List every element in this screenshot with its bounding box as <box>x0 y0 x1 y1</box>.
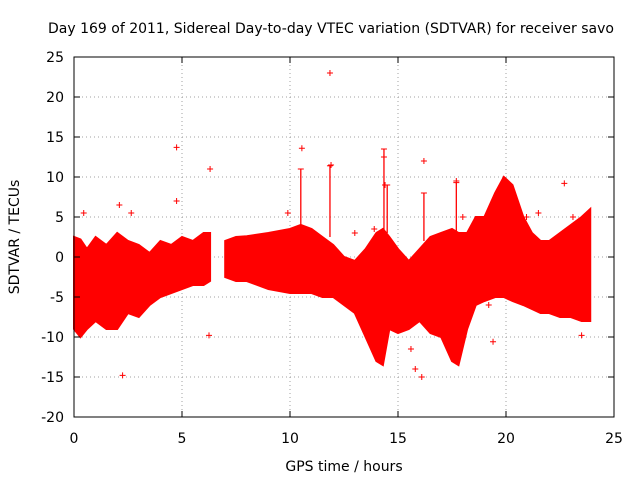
outlier-point <box>173 144 180 151</box>
outlier-point <box>119 372 126 379</box>
data-band-segment <box>73 231 212 339</box>
outlier-point <box>351 230 358 236</box>
y-tick-label: 0 <box>55 250 64 266</box>
outlier-point <box>412 366 419 372</box>
outlier-point <box>490 338 497 345</box>
x-tick-label: 15 <box>389 431 407 447</box>
outlier-point <box>453 178 460 184</box>
x-tick-label: 10 <box>281 431 299 447</box>
outlier-point <box>407 346 414 352</box>
x-axis-label: GPS time / hours <box>285 459 402 475</box>
y-axis-label: SDTVAR / TECUs <box>7 180 23 295</box>
outlier-points <box>80 70 585 380</box>
outlier-point <box>380 154 387 160</box>
x-axis: 0 5 10 15 20 25 <box>70 57 623 447</box>
x-tick-label: 0 <box>70 431 79 447</box>
outlier-point <box>284 210 291 216</box>
outlier-point <box>206 332 212 339</box>
outlier-point <box>80 210 87 216</box>
y-tick-label: 5 <box>55 210 64 226</box>
outlier-point <box>485 302 492 308</box>
y-tick-label: -10 <box>41 330 64 346</box>
outlier-point <box>298 145 305 152</box>
y-tick-label: 15 <box>46 130 64 146</box>
outlier-point <box>459 214 466 220</box>
chart-title: Day 169 of 2011, Sidereal Day-to-day VTE… <box>48 21 614 37</box>
outlier-point <box>173 198 180 204</box>
x-tick-label: 20 <box>497 431 515 447</box>
outlier-point <box>326 70 333 76</box>
outlier-point <box>382 182 389 188</box>
outlier-point <box>128 210 135 216</box>
plot-frame <box>73 56 615 418</box>
y-tick-label: 25 <box>46 50 64 66</box>
outlier-point <box>418 374 425 380</box>
y-tick-label: -5 <box>50 290 64 306</box>
outlier-point <box>116 202 123 208</box>
outlier-point <box>578 332 585 339</box>
outlier-point <box>561 180 568 187</box>
outlier-point <box>523 214 530 220</box>
data-band-segment <box>224 175 592 367</box>
outlier-point <box>420 158 427 164</box>
y-axis: -20 -15 -10 -5 0 5 10 15 20 25 <box>41 50 614 426</box>
x-tick-label: 5 <box>178 431 187 447</box>
outlier-point <box>535 210 542 216</box>
y-tick-label: 10 <box>46 170 64 186</box>
y-tick-label: -20 <box>41 410 64 426</box>
outlier-point <box>328 162 335 168</box>
outlier-point <box>569 214 576 220</box>
outlier-point <box>207 166 214 172</box>
y-tick-label: 20 <box>46 90 64 106</box>
x-tick-label: 25 <box>605 431 623 447</box>
spike-lines <box>297 148 460 241</box>
data-band <box>73 175 592 367</box>
outlier-point <box>371 226 378 232</box>
y-tick-label: -15 <box>41 370 64 386</box>
